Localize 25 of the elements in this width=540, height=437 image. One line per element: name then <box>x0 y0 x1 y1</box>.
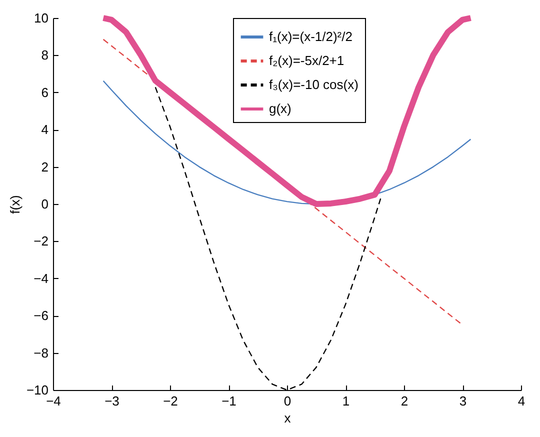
legend-label: f₃(x)=-10 cos(x) <box>269 77 358 92</box>
y-tick-label: −2 <box>34 234 48 249</box>
y-tick-label: 2 <box>41 159 48 174</box>
x-tick-label: 1 <box>342 394 350 408</box>
x-axis-title: x <box>284 410 292 426</box>
legend-label: g(x) <box>269 101 292 116</box>
y-tick-label: 10 <box>34 10 48 26</box>
x-tick-label: −1 <box>222 394 236 408</box>
y-tick-label: −8 <box>34 345 48 360</box>
x-tick-label: 3 <box>459 394 467 408</box>
y-tick-label: 6 <box>41 84 48 100</box>
x-tick-label: 2 <box>400 394 408 408</box>
y-axis-title: f(x) <box>7 195 22 214</box>
y-tick-label: −10 <box>26 382 48 398</box>
x-tick-label: −3 <box>104 394 120 408</box>
legend-label: f₂(x)=-5x/2+1 <box>269 53 344 68</box>
y-tick-label: 8 <box>41 48 48 63</box>
y-tick-label: −6 <box>34 308 48 324</box>
y-tick-label: 0 <box>41 196 48 212</box>
y-tick-label: 4 <box>41 122 48 138</box>
x-tick-label: 0 <box>284 394 292 408</box>
x-tick-label: −2 <box>163 394 178 408</box>
legend-label: f₁(x)=(x-1/2)²/2 <box>269 29 352 44</box>
x-tick-label: 4 <box>518 394 526 408</box>
y-tick-label: −4 <box>34 270 48 286</box>
